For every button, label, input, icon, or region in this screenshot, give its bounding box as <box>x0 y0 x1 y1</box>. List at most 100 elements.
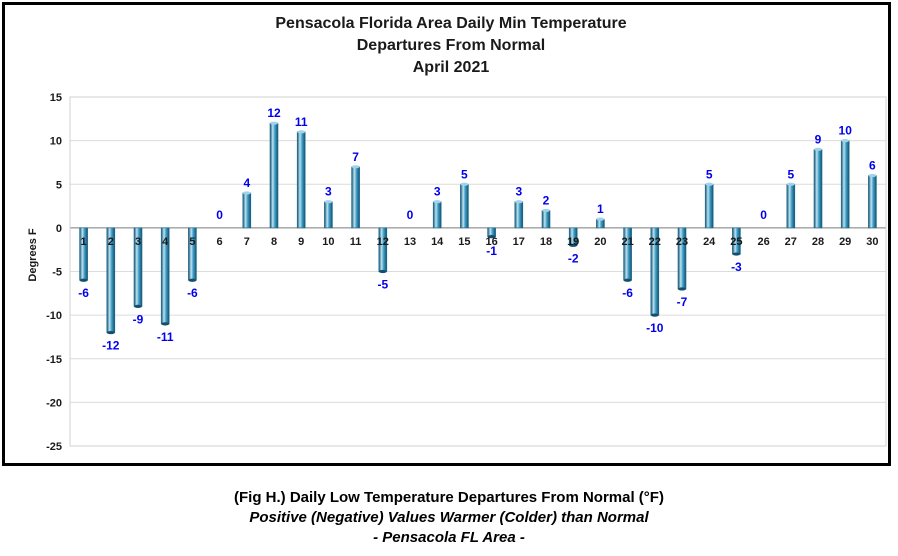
data-label: -7 <box>677 295 688 309</box>
data-label: -12 <box>102 339 120 353</box>
x-tick-label: 1 <box>81 236 87 248</box>
x-tick-label: 19 <box>567 236 579 248</box>
bar-cap <box>596 217 605 221</box>
x-tick-label: 6 <box>217 236 223 248</box>
y-tick-label: 15 <box>50 92 62 104</box>
caption-line-1: (Fig H.) Daily Low Temperature Departure… <box>234 489 664 506</box>
bar <box>242 192 252 229</box>
x-tick-label: 30 <box>866 236 878 248</box>
bar-cap <box>460 182 469 186</box>
x-tick-label: 29 <box>839 236 851 248</box>
bar-cap <box>106 330 115 335</box>
data-label: 10 <box>839 124 853 138</box>
data-label: 4 <box>243 176 250 190</box>
x-tick-label: 20 <box>594 236 606 248</box>
chart-title-line-2: Departures From Normal <box>357 37 546 54</box>
data-label: 0 <box>407 208 414 222</box>
grid-layer <box>69 96 887 447</box>
data-label: -6 <box>187 286 198 300</box>
x-tick-label: 14 <box>431 236 444 248</box>
data-label: 5 <box>706 167 713 181</box>
data-label: -6 <box>78 286 89 300</box>
y-tick-label: -20 <box>46 397 62 409</box>
x-tick-label: 18 <box>540 236 552 248</box>
bar <box>460 183 469 229</box>
data-label: -2 <box>568 251 579 265</box>
bar-cap <box>433 200 442 204</box>
x-tick-label: 9 <box>298 236 304 248</box>
data-label: 3 <box>515 185 522 199</box>
bar <box>324 201 333 229</box>
x-tick-label: 4 <box>162 236 169 248</box>
y-tick-label: 0 <box>56 223 62 235</box>
data-label: -10 <box>646 321 664 335</box>
y-axis-label: Degrees F <box>27 228 39 281</box>
bar-cap <box>487 235 496 239</box>
bar-cap <box>242 191 251 195</box>
bar <box>432 201 442 229</box>
y-tick-label: -25 <box>46 441 62 453</box>
y-tick-label: 10 <box>50 136 62 148</box>
caption-line-2: Positive (Negative) Values Warmer (Colde… <box>249 509 649 526</box>
data-label: 0 <box>216 208 223 222</box>
bar-layer <box>79 121 877 335</box>
bar <box>269 122 279 229</box>
x-tick-label: 2 <box>108 236 114 248</box>
caption-line-3: - Pensacola FL Area - <box>373 529 525 546</box>
bar-cap <box>569 243 578 247</box>
data-label: 11 <box>295 115 308 129</box>
data-label: 9 <box>815 132 822 146</box>
x-tick-label: 17 <box>513 236 525 248</box>
bar-cap <box>786 182 795 186</box>
y-tick-label: -15 <box>46 354 62 366</box>
data-label: 0 <box>760 208 767 222</box>
bar <box>704 183 714 229</box>
y-tick-label: 5 <box>56 179 62 191</box>
data-label: 5 <box>461 167 468 181</box>
x-tick-label: 8 <box>271 236 277 248</box>
bar-cap <box>814 147 822 151</box>
x-tick-label: 7 <box>244 236 250 248</box>
x-tick-label: 5 <box>189 236 195 248</box>
bar <box>296 131 306 229</box>
bar <box>541 210 551 229</box>
bar-cap <box>297 130 306 134</box>
data-label: -6 <box>622 286 633 300</box>
x-tick-label: 10 <box>322 236 334 248</box>
bar-cap <box>705 182 714 186</box>
x-tick-label: 3 <box>135 236 141 248</box>
x-tick-label: 11 <box>350 236 362 248</box>
bar <box>840 140 850 229</box>
bar-cap <box>79 278 88 282</box>
bar-cap <box>161 322 170 326</box>
bar-cap <box>514 200 523 204</box>
bar-cap <box>678 287 686 291</box>
bar-chart: Pensacola Florida Area Daily Min Tempera… <box>27 15 887 453</box>
data-label: -9 <box>133 312 144 326</box>
y-tick-label: -5 <box>52 267 62 279</box>
bar-cap <box>650 313 659 317</box>
figure-caption: (Fig H.) Daily Low Temperature Departure… <box>0 488 898 548</box>
bar <box>813 149 823 229</box>
data-label: -1 <box>486 244 497 258</box>
x-tick-label: 24 <box>703 236 716 248</box>
bar <box>868 175 877 229</box>
y-tick-label: -10 <box>46 310 62 322</box>
x-tick-label: 12 <box>377 236 389 248</box>
chart-title-line-1: Pensacola Florida Area Daily Min Tempera… <box>275 15 626 32</box>
data-label: 3 <box>325 185 332 199</box>
data-label: 12 <box>267 106 281 120</box>
bar <box>786 183 796 229</box>
chart-title-line-3: April 2021 <box>413 59 490 76</box>
bar-cap <box>868 173 877 178</box>
x-tick-label: 26 <box>757 236 769 248</box>
x-tick-label: 23 <box>676 236 688 248</box>
x-tick-label: 22 <box>649 236 661 248</box>
bar-cap <box>542 208 550 213</box>
bar-cap <box>324 200 333 204</box>
bar <box>351 166 360 229</box>
bar <box>514 201 524 229</box>
data-label: -11 <box>157 330 174 344</box>
x-tick-label: 21 <box>621 236 633 248</box>
bar-cap <box>270 121 278 125</box>
